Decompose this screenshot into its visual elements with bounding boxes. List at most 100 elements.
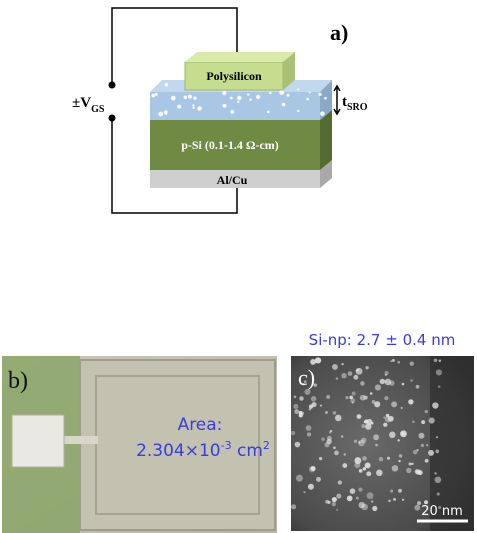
particle [222,91,226,95]
area-title: Area: [178,415,223,435]
particle [333,446,336,449]
particle [392,359,395,362]
area-unit-exponent: 2 [263,439,270,452]
particle [297,110,299,112]
particle [354,440,357,443]
particle [389,432,396,439]
particle [365,366,368,369]
particle [171,96,176,101]
particle [347,495,353,501]
particle [279,90,284,95]
particle [177,105,181,109]
particle [299,396,303,400]
particle [397,361,400,364]
particle [361,504,368,511]
particle [269,92,272,95]
particle [341,373,346,378]
particle [237,96,242,101]
particle [429,417,435,423]
particle [387,457,390,460]
particle [352,392,356,396]
particle [435,450,439,454]
particle [249,98,252,101]
particle [376,470,383,477]
particle [315,357,321,363]
particle [406,468,411,473]
particle [399,454,402,457]
particle [188,95,192,99]
particle [193,96,197,100]
particle [299,411,303,415]
particle [334,451,339,456]
particle [398,460,400,462]
particle [320,111,325,116]
particle [294,409,299,414]
particle [297,88,299,90]
particle [333,411,337,415]
particle [421,420,425,424]
particle [309,91,311,93]
particle [366,471,371,476]
particle [336,494,341,499]
particle [354,462,360,468]
particle [151,94,155,98]
particle [411,463,413,465]
particle [374,401,380,407]
particle [230,110,234,114]
particle [365,462,371,468]
particle [371,500,373,502]
terminal [109,115,116,122]
particle [402,383,405,386]
particle [358,441,360,443]
particle [341,363,343,365]
particle [436,436,438,438]
particle [356,497,359,500]
particle [362,456,367,461]
thickness-arrow [334,86,340,114]
particle [356,369,359,372]
p-si-side [320,110,332,170]
particle [237,101,239,103]
particle [408,399,413,404]
particle [311,466,316,471]
particle [324,97,327,100]
particle [361,438,366,443]
particle [155,93,158,96]
particle [319,457,322,460]
particle [402,499,404,501]
area-value: 2.304×10-3 cm2 [136,439,270,461]
particle [393,498,396,501]
particle [306,425,312,431]
particle [291,431,295,435]
particle [341,435,343,437]
particle [318,93,321,96]
panel-label: a) [330,20,348,45]
particle [380,379,385,384]
particle [432,402,438,408]
particle-size-caption: Si-np: 2.7 ± 0.4 nm [309,331,456,349]
particle [321,437,325,441]
particle [416,469,421,474]
particle [410,362,414,366]
particle [256,95,260,99]
particle [414,505,420,511]
particle [348,371,353,376]
connector [64,436,98,444]
particle [383,423,387,427]
particle [409,462,412,465]
particle [267,110,270,113]
particle [326,395,330,399]
particle [320,405,322,407]
particle [230,97,233,100]
particle [417,449,419,451]
particle [437,492,440,495]
particle [286,94,289,97]
particle [326,439,331,444]
particle [316,477,321,482]
particle [418,433,424,439]
particle [353,375,358,380]
particle [311,402,316,407]
particle [438,385,441,388]
particle [165,83,169,87]
particle [342,463,347,468]
